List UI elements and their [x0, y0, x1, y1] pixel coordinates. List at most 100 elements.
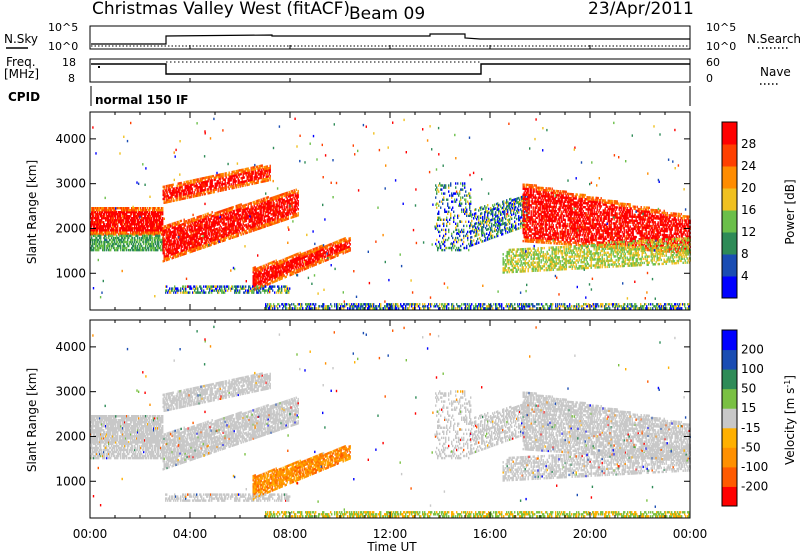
scatter-cell	[234, 187, 235, 189]
scatter-cell	[226, 174, 227, 176]
scatter-cell	[151, 235, 152, 237]
nsky-tick-top: 10^5	[48, 21, 78, 34]
scatter-cell	[137, 235, 138, 237]
nsky-trace	[91, 34, 690, 44]
scatter-cell	[120, 249, 121, 251]
scatter-cell	[132, 237, 133, 239]
scatter-cell	[105, 235, 106, 237]
scatter-cell	[192, 188, 193, 190]
freq-trace	[91, 64, 690, 74]
station-title: Christmas Valley West (fitACF)	[92, 0, 350, 19]
nsky-label: N.Sky	[4, 32, 38, 46]
scatter-cell	[167, 191, 168, 193]
rti-plot-page: Christmas Valley West (fitACF) Beam 09 2…	[0, 0, 800, 554]
scatter-cell	[197, 234, 198, 236]
scatter-cell	[147, 235, 148, 237]
scatter-cell	[93, 249, 94, 251]
scatter-cell	[174, 200, 175, 202]
scatter-cell	[217, 184, 218, 186]
nave-label: Nave	[760, 65, 791, 79]
power-heatmap	[90, 118, 691, 310]
scatter-cell	[214, 191, 215, 193]
scatter-cell	[148, 249, 149, 251]
scatter-cell	[209, 232, 210, 234]
scatter-cell	[201, 215, 202, 217]
scatter-cell	[152, 237, 153, 239]
scatter-cell	[110, 249, 111, 251]
scatter-cell	[205, 189, 206, 191]
scatter-cell	[245, 184, 246, 186]
scatter-cell	[270, 165, 271, 167]
scatter-cell	[195, 189, 196, 191]
scatter-cell	[98, 249, 99, 251]
scatter-cell	[226, 184, 227, 186]
scatter-cell	[116, 235, 117, 237]
scatter-cell	[138, 207, 139, 209]
scatter-cell	[218, 188, 219, 190]
scatter-cell	[249, 183, 250, 185]
scatter-cell	[151, 249, 152, 251]
nsearch-tick-bottom: 10^0	[706, 40, 736, 53]
freq-outlier-point	[98, 66, 100, 68]
scatter-cell	[159, 235, 160, 237]
scatter-cell	[212, 179, 213, 181]
scatter-cell	[212, 211, 213, 213]
freq-tick-top: 18	[62, 56, 76, 69]
scatter-cell	[208, 188, 209, 190]
scatter-cell	[164, 250, 165, 252]
scatter-cell	[130, 249, 131, 251]
scatter-cell	[205, 193, 206, 195]
scatter-cell	[106, 249, 107, 251]
scatter-cell	[181, 220, 182, 222]
scatter-cell	[135, 219, 136, 221]
scatter-cell	[123, 219, 124, 221]
scatter-cell	[223, 173, 224, 175]
scatter-cell	[143, 249, 144, 251]
freq-tick-bottom: 8	[68, 72, 75, 85]
rti-plot-canvas: Christmas Valley West (fitACF) Beam 09 2…	[0, 0, 800, 554]
scatter-cell	[162, 207, 163, 209]
scatter-cell	[194, 191, 195, 193]
scatter-cell	[270, 175, 271, 177]
scatter-cell	[126, 249, 127, 251]
scatter-cell	[181, 182, 182, 184]
scatter-cell	[229, 188, 230, 190]
scatter-cell	[114, 247, 115, 249]
scatter-cell	[207, 221, 208, 223]
scatter-cell	[175, 230, 176, 232]
nsearch-label: N.Search	[747, 32, 800, 46]
scatter-cell	[104, 249, 105, 251]
scatter-cell	[182, 246, 183, 248]
beam-label: Beam 09	[349, 4, 425, 24]
scatter-cell	[176, 234, 177, 236]
scatter-cell	[220, 178, 221, 180]
scatter-cell	[192, 226, 193, 228]
scatter-cell	[187, 197, 188, 199]
scatter-cell	[236, 180, 237, 182]
scatter-cell	[112, 235, 113, 237]
scatter-cell	[166, 187, 167, 189]
scatter-cell	[216, 242, 217, 244]
scatter-cell	[262, 164, 263, 166]
date-label: 23/Apr/2011	[588, 0, 694, 19]
scatter-cell	[91, 235, 92, 237]
cpid-value: normal 150 IF	[95, 93, 189, 107]
scatter-cell	[146, 249, 147, 251]
scatter-cell	[125, 237, 126, 239]
scatter-cell	[157, 249, 158, 251]
scatter-cell	[182, 186, 183, 188]
scatter-cell	[186, 191, 187, 193]
scatter-cell	[124, 249, 125, 251]
scatter-cell	[95, 235, 96, 237]
scatter-cell	[128, 237, 129, 239]
freq-label-2: [MHz]	[4, 67, 39, 81]
scatter-cell	[226, 186, 227, 188]
scatter-cell	[177, 185, 178, 187]
scatter-cell	[200, 194, 201, 196]
scatter-cell	[131, 235, 132, 237]
scatter-cell	[225, 178, 226, 180]
scatter-cell	[195, 249, 196, 251]
nave-tick-bottom: 0	[706, 72, 713, 85]
scatter-cell	[191, 180, 192, 182]
scatter-cell	[255, 168, 256, 170]
